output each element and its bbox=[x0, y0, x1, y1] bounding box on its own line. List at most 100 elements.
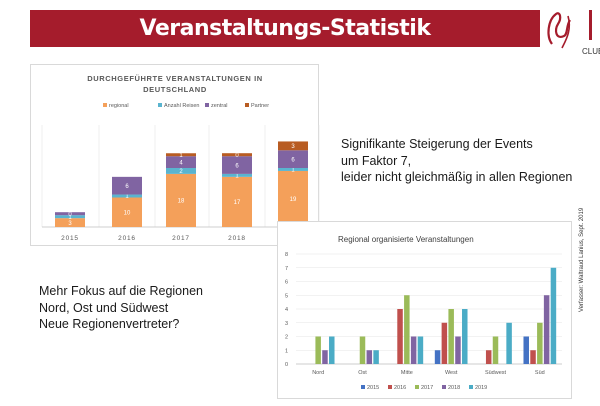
chart2-bar bbox=[417, 336, 424, 364]
chart2-bar bbox=[492, 336, 499, 364]
chart2-bar bbox=[315, 336, 321, 364]
chart2-bar bbox=[448, 309, 454, 364]
chart1-data-label: 17 bbox=[234, 200, 241, 206]
chart2-bar bbox=[506, 322, 512, 364]
chart1-legend-swatch bbox=[103, 103, 107, 107]
chart1-bar-segment bbox=[278, 150, 308, 168]
chart2-bar bbox=[434, 350, 441, 364]
note-right-line-1: Signifikante Steigerung der Events bbox=[341, 137, 533, 151]
chart1-bar-segment bbox=[222, 176, 252, 227]
chart1-data-label: 1 bbox=[68, 215, 72, 221]
chart1-data-label: 0 bbox=[235, 153, 239, 159]
chart1-data-label: 10 bbox=[124, 210, 131, 216]
chart2-bar bbox=[359, 336, 366, 364]
chart1-x-tick: 2015 bbox=[61, 235, 79, 242]
chart1-data-label: 6 bbox=[235, 163, 239, 169]
chart2-x-tick: Ost bbox=[358, 370, 367, 376]
chart1-legend-swatch bbox=[205, 103, 209, 107]
chart-regional-events-svg: Regional organisierte Veranstaltungen 0 1 2… bbox=[285, 235, 562, 391]
chart1-bar-segment bbox=[222, 173, 252, 177]
chart2-legend-label: 2019 bbox=[475, 385, 487, 391]
chart2-bar bbox=[485, 350, 492, 364]
chart2-legend-swatch bbox=[361, 385, 365, 389]
chart1-bar-segment bbox=[278, 168, 308, 171]
chart2-y-tick: 7 bbox=[285, 266, 288, 272]
chart2-y-tick: 6 bbox=[285, 280, 288, 286]
chart1-bar-segment bbox=[278, 170, 308, 227]
chart2-y-tick: 2 bbox=[285, 335, 288, 341]
note-right: Signifikante Steigerung der Events um Fa… bbox=[341, 136, 572, 186]
chart2-legend-swatch bbox=[388, 385, 392, 389]
note-left-line-1: Mehr Fokus auf die Regionen bbox=[39, 284, 203, 298]
chart2-y-tick: 5 bbox=[285, 293, 288, 299]
chart2-y-tick: 0 bbox=[285, 362, 288, 368]
chart2-bar bbox=[322, 350, 328, 364]
chart1-data-label: 0 bbox=[68, 212, 72, 218]
logo-vertical-band bbox=[589, 10, 592, 40]
chart2-x-tick: Süd bbox=[535, 370, 545, 376]
chart2-legend-swatch bbox=[469, 385, 473, 389]
page-title: Veranstaltungs-Statistik bbox=[139, 16, 431, 41]
chart2-title: Regional organisierte Veranstaltungen bbox=[338, 235, 474, 244]
chart2-legend-label: 2015 bbox=[367, 385, 379, 391]
chart1-bar-segment bbox=[112, 197, 142, 227]
chart2-x-tick: Südwest bbox=[485, 370, 507, 376]
chart2-legend-label: 2018 bbox=[448, 385, 460, 391]
chart2-bar bbox=[397, 309, 403, 364]
note-right-line-2: um Faktor 7, bbox=[341, 153, 412, 168]
chart1-x-tick: 2018 bbox=[228, 235, 246, 242]
chart1-bar-segment bbox=[55, 215, 85, 219]
logo-script-mark bbox=[547, 12, 571, 45]
chart1-data-label: 1 bbox=[235, 174, 239, 180]
note-left: Mehr Fokus auf die Regionen Nord, Ost un… bbox=[39, 283, 203, 333]
chart2-bar bbox=[404, 295, 410, 364]
chart1-data-label: 18 bbox=[178, 199, 185, 205]
chart2-bar bbox=[373, 350, 379, 364]
header-bar: Veranstaltungs-Statistik bbox=[30, 10, 540, 47]
chart2-bar bbox=[550, 267, 557, 364]
chart2-bar bbox=[462, 309, 468, 364]
chart2-x-tick: West bbox=[445, 370, 458, 376]
chart1-data-label: 4 bbox=[179, 160, 183, 166]
note-left-line-3: Neue Regionenvertreter? bbox=[39, 317, 180, 331]
chart-regional-events: Regional organisierte Veranstaltungen 0 1 2… bbox=[277, 221, 572, 399]
chart2-bar bbox=[537, 322, 543, 364]
chart2-y-tick: 3 bbox=[285, 321, 288, 327]
chart2-legend-label: 2017 bbox=[421, 385, 433, 391]
chart1-title-line-2: DEUTSCHLAND bbox=[143, 85, 207, 94]
chart2-bar bbox=[530, 350, 536, 364]
chart1-bar-segment bbox=[112, 194, 142, 198]
chart-events-germany: DURCHGEFÜHRTE VERANSTALTUNGEN IN DEUTSCHL… bbox=[30, 64, 320, 246]
chart2-bar bbox=[366, 350, 373, 364]
chart1-data-label: 6 bbox=[291, 157, 295, 163]
chart1-bar-segment bbox=[278, 141, 308, 151]
note-right-line-3: leider nicht gleichmäßig in allen Region… bbox=[341, 170, 573, 184]
chart1-legend-label: regional bbox=[109, 103, 129, 109]
chart2-legend-swatch bbox=[415, 385, 419, 389]
chart2-bar bbox=[329, 336, 335, 364]
chart2-x-tick: Nord bbox=[312, 370, 324, 376]
chart2-y-tick: 8 bbox=[285, 252, 288, 258]
chart1-data-label: 1 bbox=[291, 168, 295, 174]
note-left-line-2: Nord, Ost und Südwest bbox=[39, 300, 169, 315]
chart1-data-label: 1 bbox=[125, 194, 129, 200]
chart1-bar-segment bbox=[166, 153, 196, 157]
chart2-legend-swatch bbox=[442, 385, 446, 389]
chart1-data-label: 6 bbox=[125, 184, 129, 190]
chart1-x-tick: 2017 bbox=[172, 235, 190, 242]
chart1-bar-segment bbox=[222, 153, 252, 157]
chart1-bar-segment bbox=[166, 168, 196, 174]
chart-events-germany-svg: DURCHGEFÜHRTE VERANSTALTUNGEN IN DEUTSCHL… bbox=[41, 74, 320, 242]
chart2-legend-label: 2016 bbox=[394, 385, 406, 391]
chart2-y-tick: 1 bbox=[285, 348, 288, 354]
chart2-x-tick: Mitte bbox=[401, 370, 413, 376]
chart1-data-label: 3 bbox=[68, 221, 72, 227]
chart1-title-line-1: DURCHGEFÜHRTE VERANSTALTUNGEN IN bbox=[87, 74, 263, 83]
chart1-legend-label: zentral bbox=[211, 103, 228, 109]
chart1-bar-segment bbox=[222, 156, 252, 174]
chart1-data-label: 2 bbox=[179, 169, 183, 175]
chart2-bar bbox=[410, 336, 417, 364]
chart1-bar-segment bbox=[112, 176, 142, 195]
chart1-data-label: 19 bbox=[290, 197, 297, 203]
chart1-data-label: 3 bbox=[291, 144, 295, 150]
